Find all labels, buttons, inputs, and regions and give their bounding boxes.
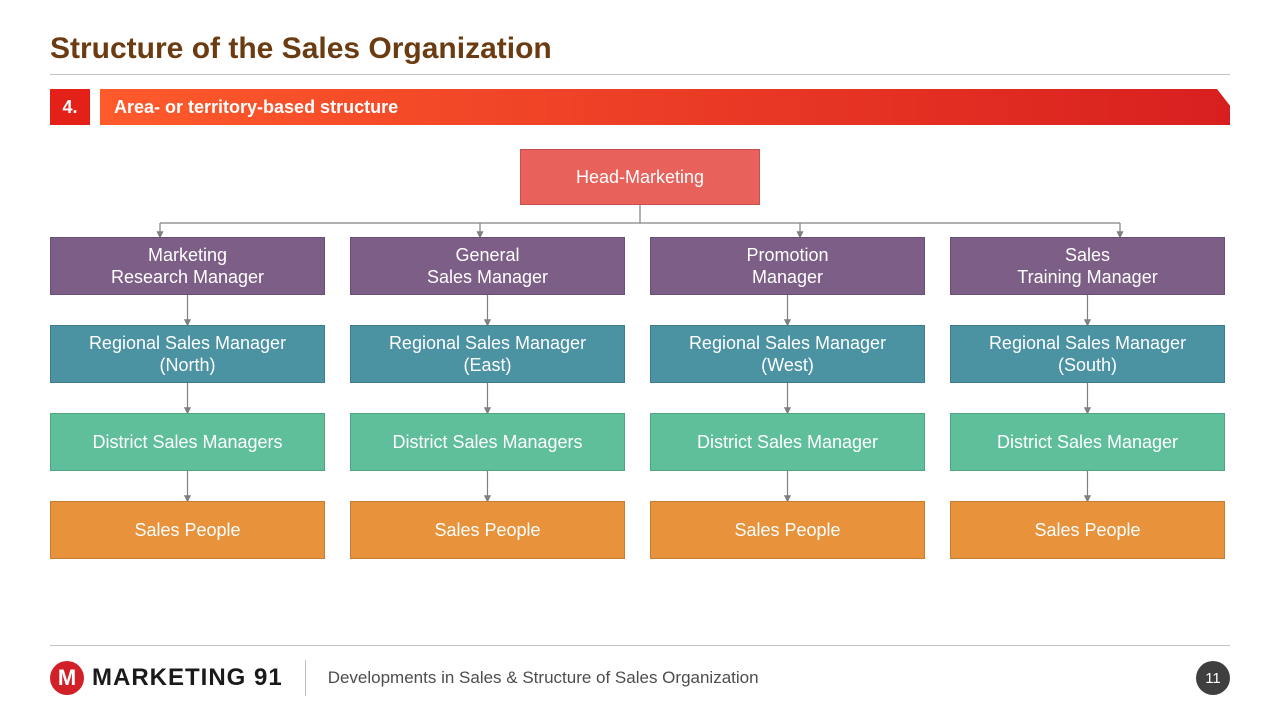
org-node-c0-l0: Marketing Research Manager [50, 237, 325, 295]
org-node-c1-l1: Regional Sales Manager (East) [350, 325, 625, 383]
org-node-c0-l1: Regional Sales Manager (North) [50, 325, 325, 383]
title-divider [50, 74, 1230, 75]
org-node-c3-l0: Sales Training Manager [950, 237, 1225, 295]
footer-vertical-divider [305, 660, 306, 696]
section-banner: 4. Area- or territory-based structure [50, 89, 1230, 125]
org-node-c2-l3: Sales People [650, 501, 925, 559]
footer-caption: Developments in Sales & Structure of Sal… [328, 668, 759, 688]
org-node-c1-l0: General Sales Manager [350, 237, 625, 295]
org-node-c3-l2: District Sales Manager [950, 413, 1225, 471]
org-chart: Head-Marketing Marketing Research Manager… [50, 137, 1230, 597]
page-title: Structure of the Sales Organization [50, 32, 1230, 66]
org-node-c1-l3: Sales People [350, 501, 625, 559]
banner-number: 4. [50, 89, 90, 125]
logo-badge-icon: M [50, 661, 84, 695]
brand-logo: M MARKETING 91 [50, 661, 283, 695]
footer: M MARKETING 91 Developments in Sales & S… [50, 645, 1230, 696]
logo-text: MARKETING 91 [92, 664, 283, 692]
page-number-badge: 11 [1196, 661, 1230, 695]
org-node-c0-l3: Sales People [50, 501, 325, 559]
banner-label: Area- or territory-based structure [100, 89, 1230, 125]
footer-divider [50, 645, 1230, 646]
org-node-c3-l1: Regional Sales Manager (South) [950, 325, 1225, 383]
org-node-c2-l1: Regional Sales Manager (West) [650, 325, 925, 383]
org-node-c3-l3: Sales People [950, 501, 1225, 559]
org-node-c0-l2: District Sales Managers [50, 413, 325, 471]
org-node-c1-l2: District Sales Managers [350, 413, 625, 471]
org-node-c2-l2: District Sales Manager [650, 413, 925, 471]
org-node-root: Head-Marketing [520, 149, 760, 205]
org-node-c2-l0: Promotion Manager [650, 237, 925, 295]
